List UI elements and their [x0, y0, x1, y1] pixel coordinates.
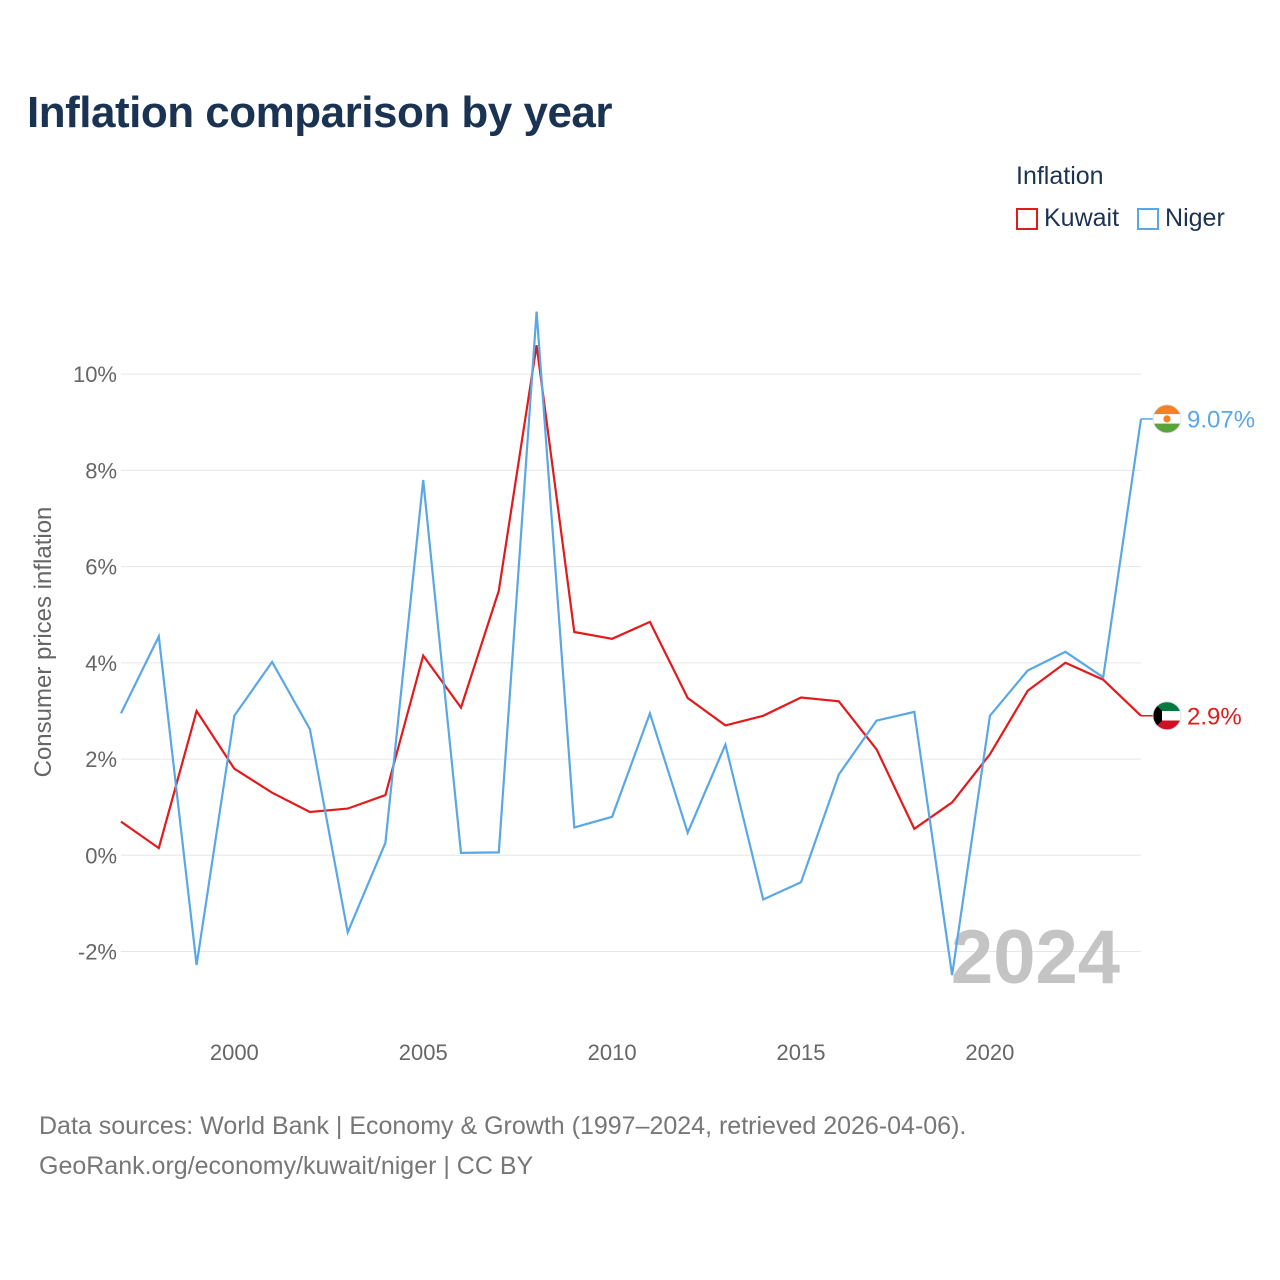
series-line-kuwait [120, 345, 1142, 850]
x-tick-label: 2005 [399, 1040, 448, 1065]
legend-item-kuwait[interactable]: Kuwait [1016, 204, 1119, 233]
kuwait-flag-icon [1152, 701, 1182, 731]
year-watermark: 2024 [951, 915, 1120, 1000]
y-tick-label: 4% [85, 651, 117, 676]
y-tick-label: 8% [85, 458, 117, 483]
data-source-note: Data sources: World Bank | Economy & Gro… [39, 1106, 966, 1186]
source-line-2: GeoRank.org/economy/kuwait/niger | CC BY [39, 1152, 534, 1180]
legend-label-niger: Niger [1165, 204, 1225, 232]
legend-swatch-niger [1137, 207, 1160, 230]
y-tick-label: 2% [85, 747, 117, 772]
x-tick-label: 2015 [777, 1040, 826, 1065]
series-line-niger [120, 311, 1143, 976]
x-tick-label: 2010 [588, 1040, 637, 1065]
y-tick-label: 0% [85, 843, 117, 868]
x-tick-label: 2000 [210, 1040, 259, 1065]
legend-item-niger[interactable]: Niger [1137, 204, 1225, 233]
end-label-kuwait: 2.9% [1187, 703, 1242, 730]
y-tick-label: -2% [78, 940, 117, 965]
source-line-1: Data sources: World Bank | Economy & Gro… [39, 1112, 967, 1140]
x-tick-label: 2020 [965, 1040, 1014, 1065]
y-axis-title: Consumer prices inflation [30, 507, 57, 778]
niger-flag-icon [1152, 404, 1182, 434]
legend-swatch-kuwait [1016, 207, 1038, 230]
legend-title: Inflation [1016, 162, 1104, 190]
y-tick-label: 6% [85, 555, 117, 580]
y-tick-label: 10% [73, 362, 117, 387]
end-label-niger: 9.07% [1187, 406, 1255, 433]
legend-label-kuwait: Kuwait [1044, 204, 1120, 232]
legend: Kuwait Niger [1016, 204, 1243, 233]
chart-title: Inflation comparison by year [27, 88, 613, 137]
